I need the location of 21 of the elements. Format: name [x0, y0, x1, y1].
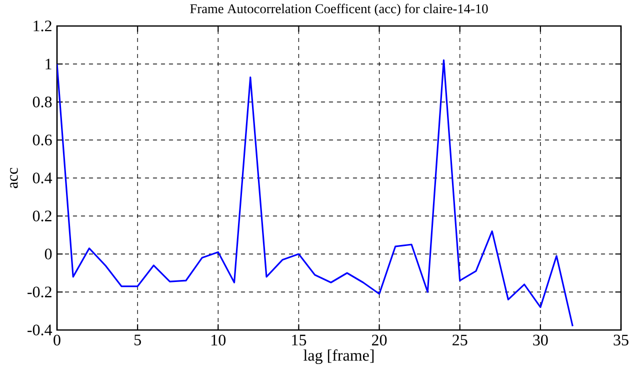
- y-tick-label: 1: [46, 58, 52, 70]
- y-axis-title: acc: [10, 168, 18, 188]
- y-tick-label: 0: [44, 248, 52, 260]
- x-tick-label: 20: [372, 334, 387, 346]
- chart-title: Frame Autocorrelation Coefficent (acc) for claire-14-10: [190, 4, 488, 16]
- y-tick-label: 1.2: [34, 20, 52, 32]
- x-tick-label: 10: [212, 334, 226, 346]
- y-tick-label: -0.2: [28, 286, 52, 298]
- x-tick-label: 35: [614, 334, 628, 346]
- x-tick-label: 5: [134, 334, 141, 346]
- y-tick-label: 0.8: [32, 96, 52, 108]
- y-tick-label: 0.4: [32, 172, 52, 184]
- x-tick-label: 25: [452, 334, 468, 346]
- line-series: [57, 59, 574, 327]
- y-tick-label: 0.2: [32, 210, 52, 222]
- x-axis-title: lag [frame]: [304, 349, 374, 364]
- x-tick-label: 15: [292, 334, 306, 346]
- x-tick-label: 30: [533, 334, 548, 346]
- y-tick-label: 0.6: [32, 134, 52, 146]
- x-tick-label: 0: [54, 334, 60, 346]
- y-tick-label: -0.4: [28, 324, 52, 336]
